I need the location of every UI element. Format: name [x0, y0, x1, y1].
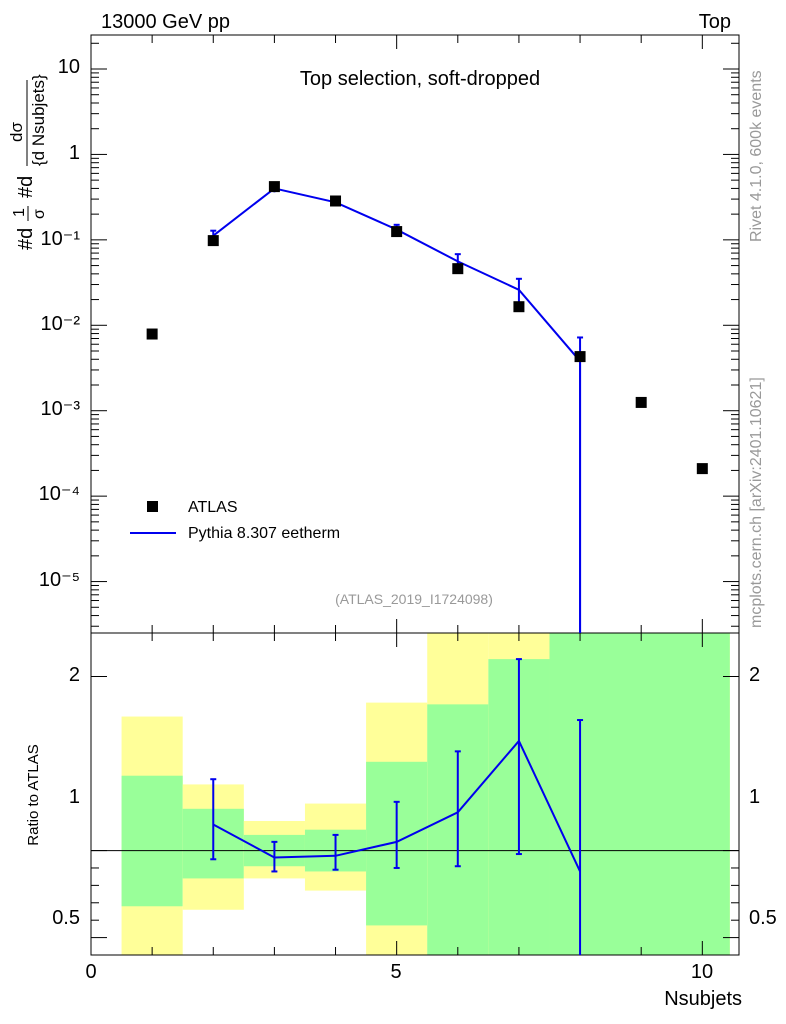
ratio-y-title: Ratio to ATLAS	[25, 744, 42, 845]
pythia-line	[212, 187, 582, 633]
legend-atlas-marker	[147, 501, 158, 512]
y-tick-label: 10	[58, 56, 80, 78]
atlas-data-point	[268, 181, 280, 193]
y-tick-label: 1	[69, 142, 80, 164]
ratio-tick-label: 1	[69, 786, 80, 808]
y-axis-title: #d 1 σ #d dσ {d Nsubjets}	[7, 74, 48, 250]
ratio-tick-label: 0.5	[52, 907, 80, 929]
ratio-pythia-line	[212, 739, 581, 872]
ylabel-part-e: dσ	[7, 122, 26, 142]
legend-pythia-label: Pythia 8.307 eetherm	[188, 525, 340, 542]
ratio-tick-label-right: 0.5	[749, 907, 777, 929]
y-tick-label: 10⁻³	[41, 398, 81, 420]
x-tick-label: 10	[691, 961, 713, 983]
atlas-data-point	[452, 263, 464, 275]
atlas-data-point	[513, 301, 525, 313]
atlas-data-point	[391, 226, 403, 238]
legend: ATLAS Pythia 8.307 eetherm	[130, 499, 340, 542]
ylabel-part-b: 1	[11, 208, 28, 217]
atlas-data-point	[207, 235, 219, 247]
tick-labels: 10 1 10⁻¹ 10⁻² 10⁻³ 10⁻⁴ 10⁻⁵ 2 1 0.5 2 …	[39, 56, 777, 983]
atlas-data-point	[696, 463, 708, 475]
ratio-tick-label: 2	[69, 664, 80, 686]
analysis-id: (ATLAS_2019_I1724098)	[335, 591, 493, 607]
x-tick-label: 5	[390, 961, 401, 983]
ratio-tick-label-right: 2	[749, 664, 760, 686]
main-data	[146, 181, 708, 633]
ylabel-part-c: σ	[31, 209, 48, 219]
axis-ticks	[90, 35, 739, 955]
uncertainty-band-green	[549, 633, 730, 955]
ylabel-part-a: #d	[15, 228, 37, 250]
atlas-data-point	[635, 396, 647, 408]
atlas-data-point	[146, 328, 158, 340]
atlas-data-point	[330, 195, 342, 207]
y-tick-label: 10⁻⁴	[39, 483, 80, 505]
ylabel-part-f: {d Nsubjets}	[29, 74, 48, 166]
chart-title: Top selection, soft-dropped	[300, 68, 540, 90]
y-tick-label: 10⁻¹	[41, 228, 81, 250]
header-right: Top	[699, 11, 731, 33]
ylabel-part-d: #d	[15, 176, 37, 198]
y-tick-label: 10⁻⁵	[39, 569, 80, 591]
rivet-label: Rivet 4.1.0, 600k events	[748, 70, 765, 242]
ratio-tick-label-right: 1	[749, 786, 760, 808]
mcplots-label: mcplots.cern.ch [arXiv:2401.10621]	[748, 377, 765, 628]
uncertainty-band-green	[121, 775, 183, 907]
ratio-frame	[90, 632, 740, 956]
atlas-data-point	[574, 351, 586, 363]
ratio-data	[91, 658, 739, 955]
x-tick-label: 0	[85, 961, 96, 983]
x-axis-title: Nsubjets	[664, 988, 742, 1010]
header-left: 13000 GeV pp	[101, 11, 230, 33]
legend-atlas-label: ATLAS	[188, 499, 238, 516]
main-frame	[90, 34, 740, 634]
y-tick-label: 10⁻²	[41, 313, 81, 335]
